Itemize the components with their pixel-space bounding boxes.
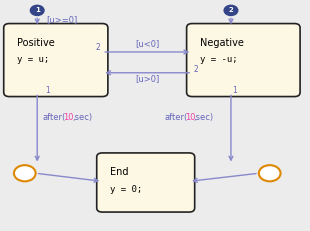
Text: 2: 2 bbox=[96, 43, 101, 52]
Text: 2: 2 bbox=[228, 7, 233, 13]
Text: Positive: Positive bbox=[17, 38, 55, 48]
Text: after(: after( bbox=[43, 113, 66, 122]
Text: End: End bbox=[110, 167, 129, 177]
Text: y = 0;: y = 0; bbox=[110, 185, 142, 194]
FancyBboxPatch shape bbox=[97, 153, 195, 212]
Text: 1: 1 bbox=[46, 86, 51, 95]
Text: [u>0]: [u>0] bbox=[135, 74, 159, 83]
Text: [u>=0]: [u>=0] bbox=[46, 15, 77, 24]
Text: 1: 1 bbox=[232, 86, 237, 95]
Circle shape bbox=[259, 165, 281, 181]
Text: ,sec): ,sec) bbox=[72, 113, 92, 122]
Text: y = u;: y = u; bbox=[17, 55, 49, 64]
FancyBboxPatch shape bbox=[187, 24, 300, 97]
Circle shape bbox=[224, 5, 238, 15]
Text: 2: 2 bbox=[194, 65, 198, 74]
Text: Negative: Negative bbox=[200, 38, 244, 48]
Text: 10: 10 bbox=[185, 113, 195, 122]
Text: [u<0]: [u<0] bbox=[135, 40, 159, 48]
Text: ,sec): ,sec) bbox=[193, 113, 214, 122]
Circle shape bbox=[30, 5, 44, 15]
Text: 1: 1 bbox=[35, 7, 40, 13]
Circle shape bbox=[14, 165, 36, 181]
FancyBboxPatch shape bbox=[4, 24, 108, 97]
Text: 10: 10 bbox=[63, 113, 74, 122]
Text: after(: after( bbox=[164, 113, 188, 122]
Text: y = -u;: y = -u; bbox=[200, 55, 237, 64]
